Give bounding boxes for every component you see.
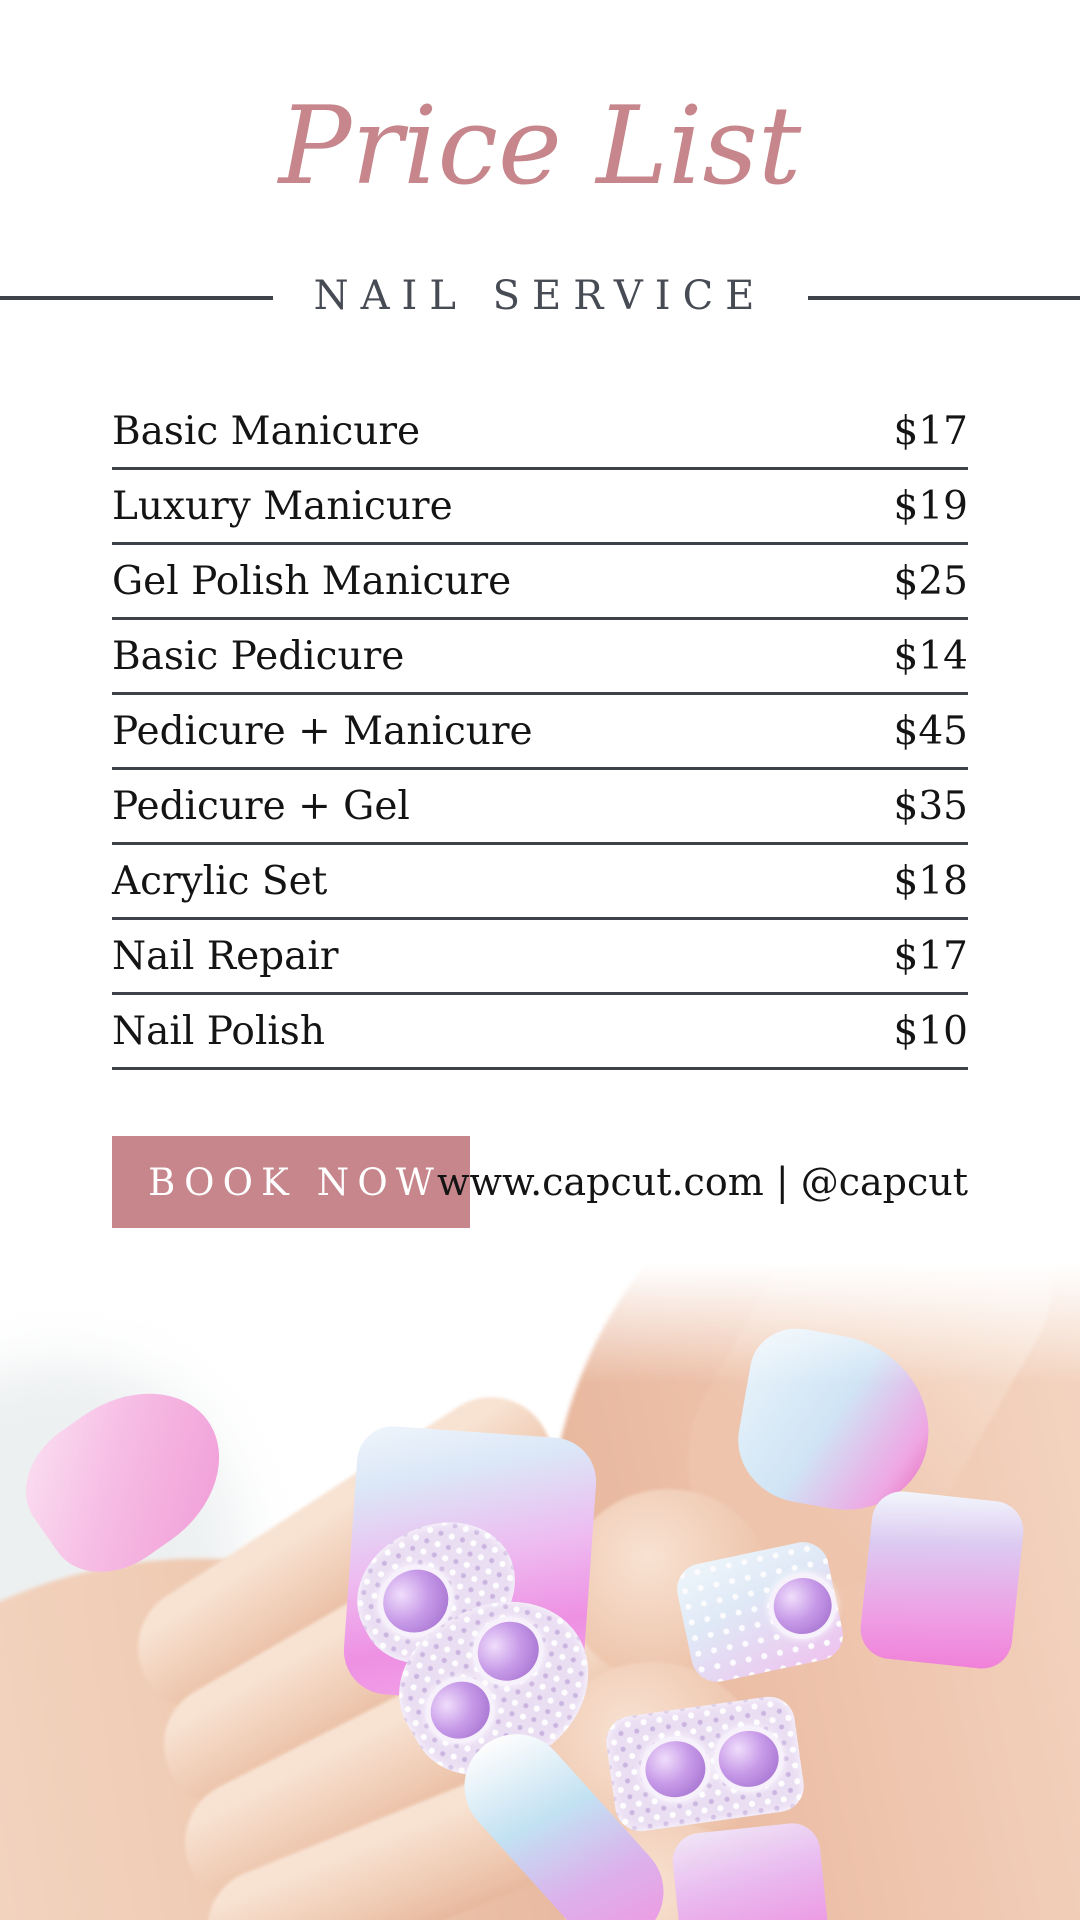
price-row: Pedicure + Gel $35 <box>112 770 968 845</box>
service-name: Acrylic Set <box>112 858 328 904</box>
price-row: Nail Polish $10 <box>112 995 968 1070</box>
service-price: $17 <box>893 408 968 454</box>
price-row: Basic Manicure $17 <box>112 395 968 470</box>
service-price: $19 <box>893 483 968 529</box>
book-now-label: BOOK NOW <box>148 1160 442 1204</box>
website-line: www.capcut.com | @capcut <box>437 1160 968 1204</box>
price-row: Acrylic Set $18 <box>112 845 968 920</box>
service-name: Pedicure + Manicure <box>112 708 533 754</box>
photo-top-fade <box>0 1264 1080 1384</box>
nail-pink-gradient-right <box>857 1488 1027 1672</box>
service-name: Gel Polish Manicure <box>112 558 512 604</box>
price-table: Basic Manicure $17 Luxury Manicure $19 Gel P… <box>112 395 968 1070</box>
service-name: Nail Polish <box>112 1008 325 1054</box>
price-row: Luxury Manicure $19 <box>112 470 968 545</box>
service-name: Basic Pedicure <box>112 633 405 679</box>
page-title: Price List <box>278 84 802 209</box>
service-name: Basic Manicure <box>112 408 421 454</box>
service-name: Nail Repair <box>112 933 339 979</box>
service-price: $18 <box>893 858 968 904</box>
price-row: Gel Polish Manicure $25 <box>112 545 968 620</box>
subtitle-divider-right <box>808 296 1080 300</box>
gem-icon <box>762 1566 843 1646</box>
gem-icon <box>636 1731 715 1807</box>
book-now-button[interactable]: BOOK NOW <box>112 1136 470 1228</box>
service-price: $35 <box>893 783 968 829</box>
service-price: $45 <box>893 708 968 754</box>
service-price: $17 <box>893 933 968 979</box>
service-price: $25 <box>893 558 968 604</box>
service-name: Luxury Manicure <box>112 483 453 529</box>
nails-photo <box>0 1264 1080 1920</box>
service-name: Pedicure + Gel <box>112 783 410 829</box>
price-row: Nail Repair $17 <box>112 920 968 995</box>
service-price: $14 <box>893 633 968 679</box>
price-row: Basic Pedicure $14 <box>112 620 968 695</box>
subtitle: NAIL SERVICE <box>313 273 767 319</box>
nail-pink-bottom <box>669 1820 831 1920</box>
price-row: Pedicure + Manicure $45 <box>112 695 968 770</box>
subtitle-divider-left <box>0 296 273 300</box>
gem-icon <box>709 1721 788 1797</box>
service-price: $10 <box>893 1008 968 1054</box>
